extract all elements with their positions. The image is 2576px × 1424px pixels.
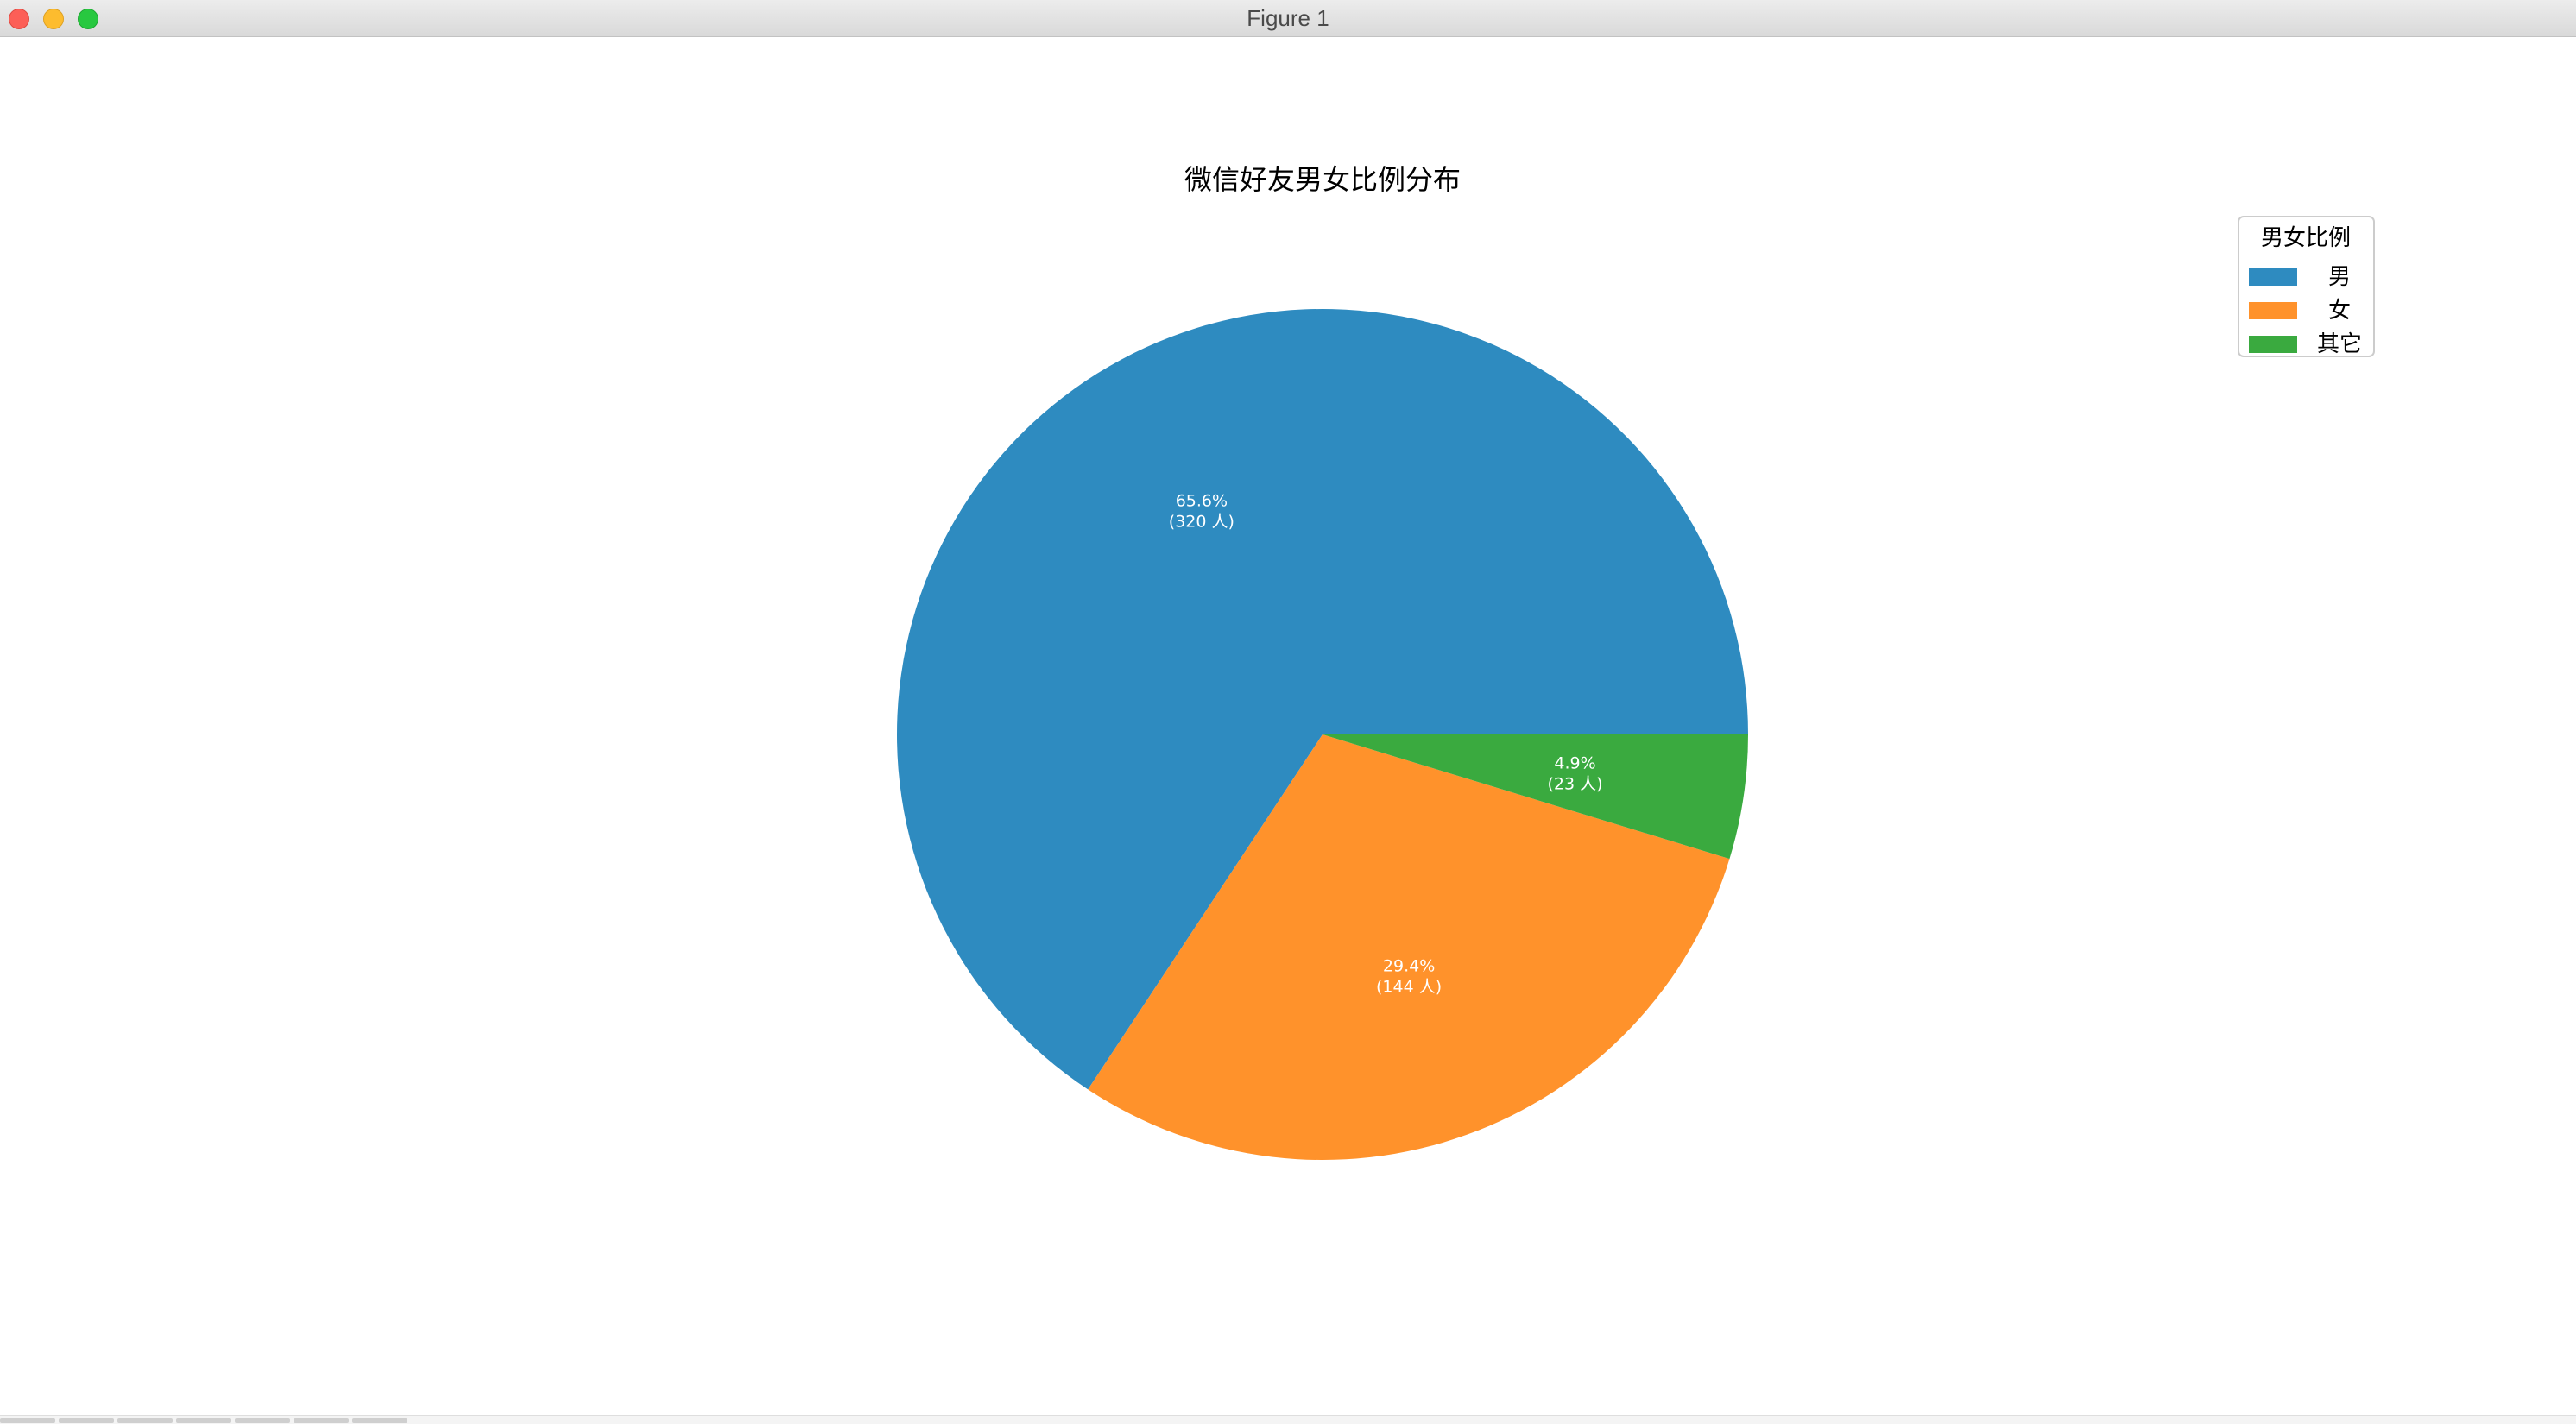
- title-bar[interactable]: Figure 1: [0, 0, 2576, 37]
- pie-chart: 微信好友男女比例分布 65.6% (320 人) 29.4% (144 人) 4.9% (…: [896, 163, 2375, 1161]
- legend-swatch: [2249, 302, 2297, 319]
- pie-slice-labels: 65.6% (320 人) 29.4% (144 人) 4.9% (23 人): [1169, 491, 1603, 996]
- zoom-window-button[interactable]: [78, 9, 98, 29]
- slice-percent-label: 29.4%: [1383, 956, 1435, 975]
- window-title: Figure 1: [1247, 5, 1329, 31]
- legend-swatch: [2249, 336, 2297, 353]
- legend-entry-label: 其它: [2317, 331, 2362, 357]
- slice-percent-label: 65.6%: [1176, 491, 1228, 510]
- legend-entry-label: 男: [2328, 264, 2351, 290]
- pie-slice-1: [896, 308, 1748, 1090]
- slice-percent-label: 4.9%: [1554, 754, 1595, 773]
- legend-title: 男女比例: [2261, 225, 2351, 251]
- minimize-window-button[interactable]: [43, 9, 64, 29]
- figure-canvas: 微信好友男女比例分布 65.6% (320 人) 29.4% (144 人) 4.9% (…: [0, 37, 2576, 1415]
- pie-slice-3: [1323, 734, 1748, 860]
- legend-entry-label: 女: [2328, 298, 2351, 324]
- bottom-edge: [0, 1415, 2576, 1424]
- slice-count-label: (144 人): [1376, 977, 1442, 996]
- chart-title: 微信好友男女比例分布: [1184, 163, 1461, 196]
- pie-slices: [896, 308, 1748, 1161]
- legend-swatch: [2249, 268, 2297, 286]
- pie-slice-2: [1088, 734, 1730, 1161]
- close-window-button[interactable]: [9, 9, 29, 29]
- slice-count-label: (23 人): [1548, 775, 1603, 794]
- legend-frame: [2238, 216, 2375, 357]
- slice-count-label: (320 人): [1169, 512, 1234, 531]
